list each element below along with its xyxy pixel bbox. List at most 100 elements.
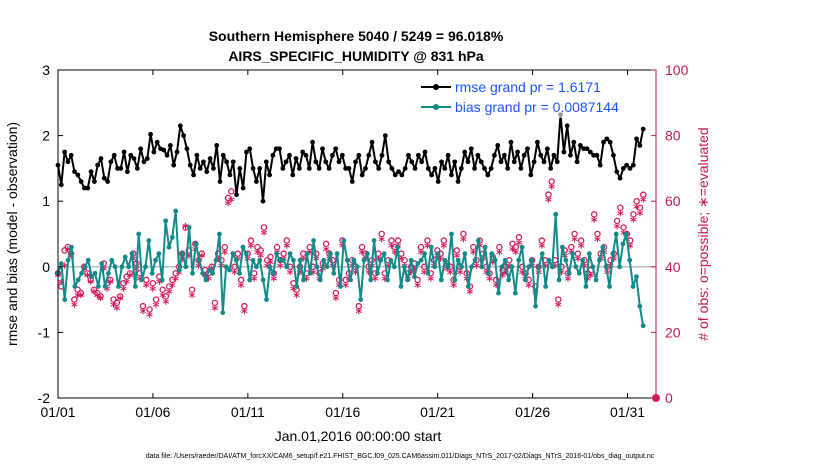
rmse-marker	[525, 146, 530, 152]
obs-possible-marker	[267, 253, 274, 261]
bias-marker	[472, 257, 478, 263]
bias-marker	[233, 257, 239, 263]
obs-evaluated-marker: *	[97, 294, 104, 309]
rmse-marker	[634, 136, 639, 142]
rmse-marker	[91, 179, 97, 184]
obs-possible-marker	[283, 237, 291, 244]
bias-marker	[536, 264, 542, 270]
y-right-tick-label: 20	[665, 324, 681, 340]
obs-evaluated-marker: *	[110, 301, 117, 316]
y-axis-right-label: # of obs: o=possible; ∗=evaluated	[695, 127, 711, 340]
rmse-marker	[591, 152, 597, 158]
obs-possible-marker	[440, 237, 448, 244]
obs-possible-marker	[401, 256, 408, 264]
chart-title-line1: Southern Hemisphere 5040 / 5249 = 96.018…	[209, 28, 504, 44]
rmse-marker	[141, 159, 147, 165]
rmse-marker	[511, 159, 517, 165]
bias-marker	[408, 257, 414, 263]
obs-evaluated-marker: *	[113, 304, 120, 319]
obs-evaluated-marker: *	[153, 301, 160, 316]
y-right-tick-label: 60	[665, 193, 681, 209]
obs-evaluated-marker: *	[372, 274, 379, 289]
obs-possible-marker	[126, 270, 134, 277]
rmse-marker	[111, 152, 117, 158]
obs-evaluated-marker: *	[241, 307, 248, 322]
obs-evaluated-marker: *	[421, 268, 428, 283]
obs-evaluated-marker: *	[310, 268, 317, 283]
rmse-marker	[521, 152, 527, 158]
bias-marker	[112, 264, 118, 270]
obs-possible-marker	[71, 296, 78, 303]
bias-marker	[354, 264, 360, 270]
obs-evaluated-marker: *	[179, 255, 186, 270]
rmse-marker	[290, 172, 296, 178]
rmse-marker	[528, 172, 534, 178]
bias-marker	[486, 270, 491, 276]
obs-possible-marker	[77, 289, 85, 297]
obs-evaluated-marker: *	[365, 268, 372, 283]
obs-possible-marker	[613, 217, 621, 225]
bias-marker	[344, 257, 350, 263]
bias-marker	[311, 238, 316, 243]
bias-marker	[203, 277, 209, 283]
rmse-marker	[128, 152, 134, 158]
rmse-marker	[343, 166, 349, 171]
rmse-marker	[300, 149, 306, 155]
bias-marker	[65, 257, 71, 263]
bias-marker	[603, 264, 609, 270]
bias-marker	[475, 238, 481, 243]
rmse-marker	[310, 139, 315, 145]
obs-possible-marker	[257, 247, 264, 254]
rmse-marker	[164, 152, 170, 158]
bias-marker	[284, 264, 290, 270]
bias-marker	[620, 241, 626, 247]
rmse-marker	[247, 146, 253, 152]
obs-evaluated-marker: *	[136, 274, 143, 289]
bias-marker	[220, 310, 226, 316]
bias-marker	[640, 323, 646, 329]
rmse-marker	[296, 166, 302, 171]
bias-marker	[126, 264, 132, 270]
bias-marker	[99, 261, 105, 266]
obs-possible-marker	[254, 243, 261, 251]
rmse-marker	[88, 169, 94, 175]
rmse-marker	[320, 146, 325, 152]
obs-evaluated-marker: *	[303, 274, 310, 289]
bias-marker	[459, 264, 464, 270]
rmse-marker	[372, 159, 378, 165]
obs-evaluated-marker: *	[516, 238, 523, 253]
bias-marker	[570, 251, 575, 257]
rmse-marker	[214, 143, 220, 148]
bias-marker	[294, 284, 300, 289]
obs-evaluated-marker: *	[444, 265, 451, 280]
bias-marker	[445, 264, 451, 270]
bias-marker	[143, 264, 148, 270]
bias-marker	[438, 277, 444, 283]
obs-evaluated-marker: *	[375, 255, 382, 270]
obs-possible-marker	[548, 178, 555, 185]
obs-evaluated-marker: *	[234, 255, 241, 270]
obs-evaluated-marker: *	[424, 242, 431, 257]
obs-possible-marker	[149, 279, 157, 287]
bias-marker	[412, 274, 417, 280]
obs-possible-marker	[165, 283, 173, 290]
obs-evaluated-marker: *	[467, 288, 474, 303]
rmse-marker	[171, 162, 177, 168]
bias-marker	[623, 231, 629, 237]
obs-evaluated-marker: *	[499, 271, 506, 286]
obs-evaluated-marker: *	[352, 268, 359, 283]
bias-marker	[428, 244, 434, 250]
bias-marker	[435, 251, 441, 257]
bias-marker	[593, 277, 599, 283]
rmse-marker	[462, 149, 468, 155]
rmse-marker	[138, 146, 144, 152]
rmse-marker	[283, 159, 289, 165]
bias-marker	[163, 218, 169, 224]
bias-marker	[368, 277, 374, 283]
obs-possible-marker	[388, 237, 395, 244]
rmse-marker	[379, 152, 385, 158]
obs-possible-marker	[538, 237, 546, 244]
obs-possible-marker	[123, 273, 130, 280]
bias-marker	[173, 208, 179, 214]
bias-marker	[190, 270, 195, 276]
